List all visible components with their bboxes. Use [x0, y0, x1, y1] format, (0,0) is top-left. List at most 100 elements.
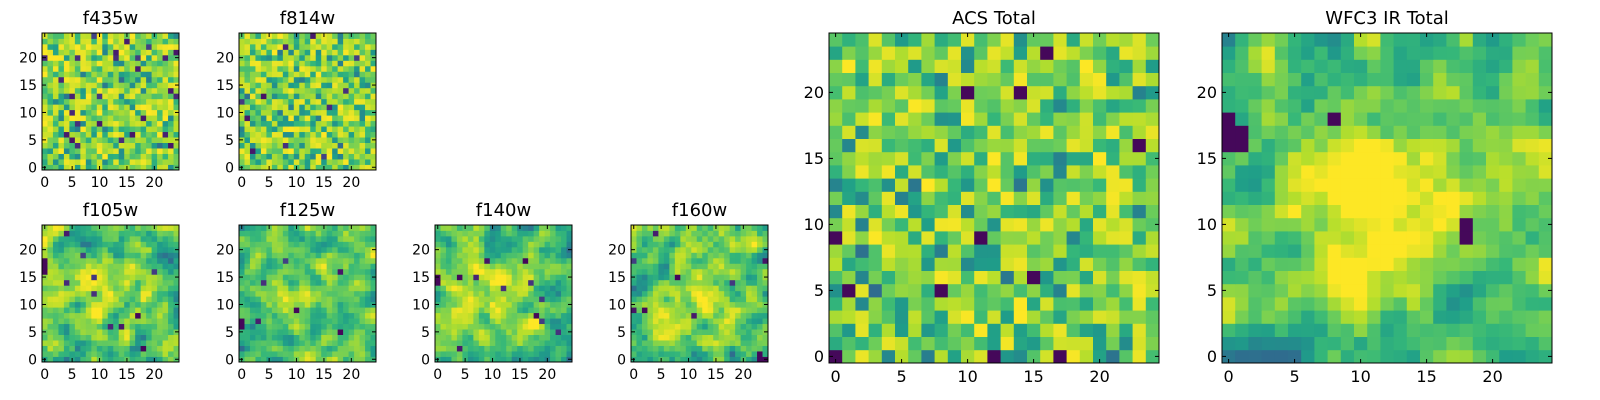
- heatmap-cell: [151, 98, 158, 105]
- heatmap-cell: [636, 329, 643, 335]
- heatmap-cell: [293, 301, 300, 308]
- heatmap-cell: [435, 318, 441, 325]
- heatmap-cell: [315, 54, 322, 61]
- heatmap-cell: [310, 159, 317, 165]
- heatmap-cell: [987, 165, 1001, 179]
- heatmap-cell: [315, 104, 322, 111]
- heatmap-cell: [445, 290, 452, 297]
- heatmap-cell: [332, 54, 339, 61]
- heatmap-cell: [69, 131, 76, 138]
- heatmap-cell: [80, 76, 87, 83]
- heatmap-cell: [365, 82, 371, 89]
- heatmap-cell: [489, 334, 496, 341]
- heatmap-cell: [855, 231, 869, 245]
- heatmap-cell: [266, 274, 273, 281]
- heatmap-cell: [467, 235, 474, 242]
- heatmap-cell: [118, 98, 125, 105]
- heatmap-cell: [80, 323, 87, 330]
- heatmap-cell: [506, 285, 513, 292]
- heatmap-cell: [1066, 46, 1081, 60]
- heatmap-cell: [974, 231, 988, 245]
- heatmap-cell: [1235, 191, 1249, 205]
- heatmap-cell: [310, 279, 317, 286]
- heatmap-cell: [74, 33, 81, 39]
- heatmap-cell: [63, 82, 70, 89]
- heatmap-cell: [495, 301, 502, 308]
- heatmap-cell: [1053, 46, 1067, 60]
- heatmap-cell: [669, 246, 676, 253]
- heatmap-cell: [855, 323, 869, 337]
- heatmap-cell: [1301, 165, 1315, 179]
- heatmap-cell: [1459, 283, 1474, 298]
- heatmap-cell: [674, 301, 681, 308]
- heatmap-cell: [1393, 257, 1408, 271]
- heatmap-cell: [1406, 257, 1421, 271]
- heatmap-cell: [337, 137, 344, 143]
- heatmap-cell: [517, 263, 524, 270]
- heatmap-cell: [151, 153, 158, 160]
- heatmap-cell: [168, 268, 174, 275]
- heatmap-cell: [544, 301, 551, 308]
- heatmap-cell: [729, 329, 736, 335]
- heatmap-cell: [868, 231, 883, 245]
- heatmap-cell: [63, 351, 70, 357]
- heatmap-cell: [1340, 178, 1355, 192]
- heatmap-cell: [855, 165, 869, 179]
- heatmap-cell: [1027, 270, 1041, 285]
- heatmap-cell: [1288, 270, 1302, 285]
- heatmap-cell: [724, 257, 731, 264]
- heatmap-cell: [315, 153, 322, 160]
- heatmap-cell: [310, 301, 317, 308]
- heatmap-cell: [921, 323, 935, 337]
- heatmap-cell: [129, 131, 136, 138]
- heatmap-cell: [1538, 257, 1553, 271]
- heatmap-cell: [1235, 165, 1249, 179]
- heatmap-cell: [304, 263, 311, 270]
- heatmap-cell: [293, 65, 300, 72]
- heatmap-cell: [855, 310, 869, 324]
- heatmap-cell: [533, 241, 540, 248]
- heatmap-cell: [1512, 283, 1526, 298]
- heatmap-cell: [961, 46, 975, 60]
- heatmap-cell: [310, 235, 317, 242]
- heatmap-cell: [266, 120, 273, 127]
- heatmap-cell: [173, 142, 180, 149]
- heatmap-cell: [299, 252, 306, 259]
- heatmap-cell: [282, 301, 289, 308]
- heatmap-cell: [489, 296, 496, 303]
- heatmap-cell: [440, 263, 447, 270]
- heatmap-cell: [500, 241, 507, 248]
- heatmap-cell: [1079, 270, 1094, 285]
- heatmap-cell: [544, 285, 551, 292]
- heatmap-cell: [829, 165, 843, 179]
- heatmap-cell: [1106, 178, 1120, 192]
- heatmap-cell: [947, 349, 962, 364]
- heatmap-cell: [47, 71, 54, 78]
- heatmap-cell: [113, 241, 120, 248]
- heatmap-cell: [359, 49, 366, 56]
- heatmap-cell: [85, 334, 92, 341]
- heatmap-cell: [506, 340, 513, 346]
- heatmap-cell: [921, 283, 935, 298]
- heatmap-cell: [107, 345, 114, 352]
- heatmap-cell: [310, 246, 317, 253]
- heatmap-cell: [1380, 204, 1394, 219]
- heatmap-cell: [467, 290, 474, 297]
- heatmap-cell: [277, 131, 284, 138]
- heatmap-cell: [47, 329, 54, 335]
- heatmap-cell: [1380, 283, 1394, 298]
- heatmap-cell: [370, 323, 377, 330]
- heatmap-cell: [332, 257, 339, 264]
- heatmap-cell: [288, 126, 295, 133]
- heatmap-cell: [842, 125, 856, 139]
- heatmap-cell: [1314, 217, 1328, 232]
- heatmap-cell: [652, 263, 659, 270]
- heatmap-cell: [151, 263, 158, 270]
- heatmap-cell: [58, 340, 65, 346]
- heatmap-cell: [293, 142, 300, 149]
- heatmap-cell: [934, 257, 949, 271]
- heatmap-cell: [80, 274, 87, 281]
- heatmap-cell: [173, 33, 180, 39]
- heatmap-cell: [162, 329, 169, 335]
- heatmap-cell: [702, 263, 709, 270]
